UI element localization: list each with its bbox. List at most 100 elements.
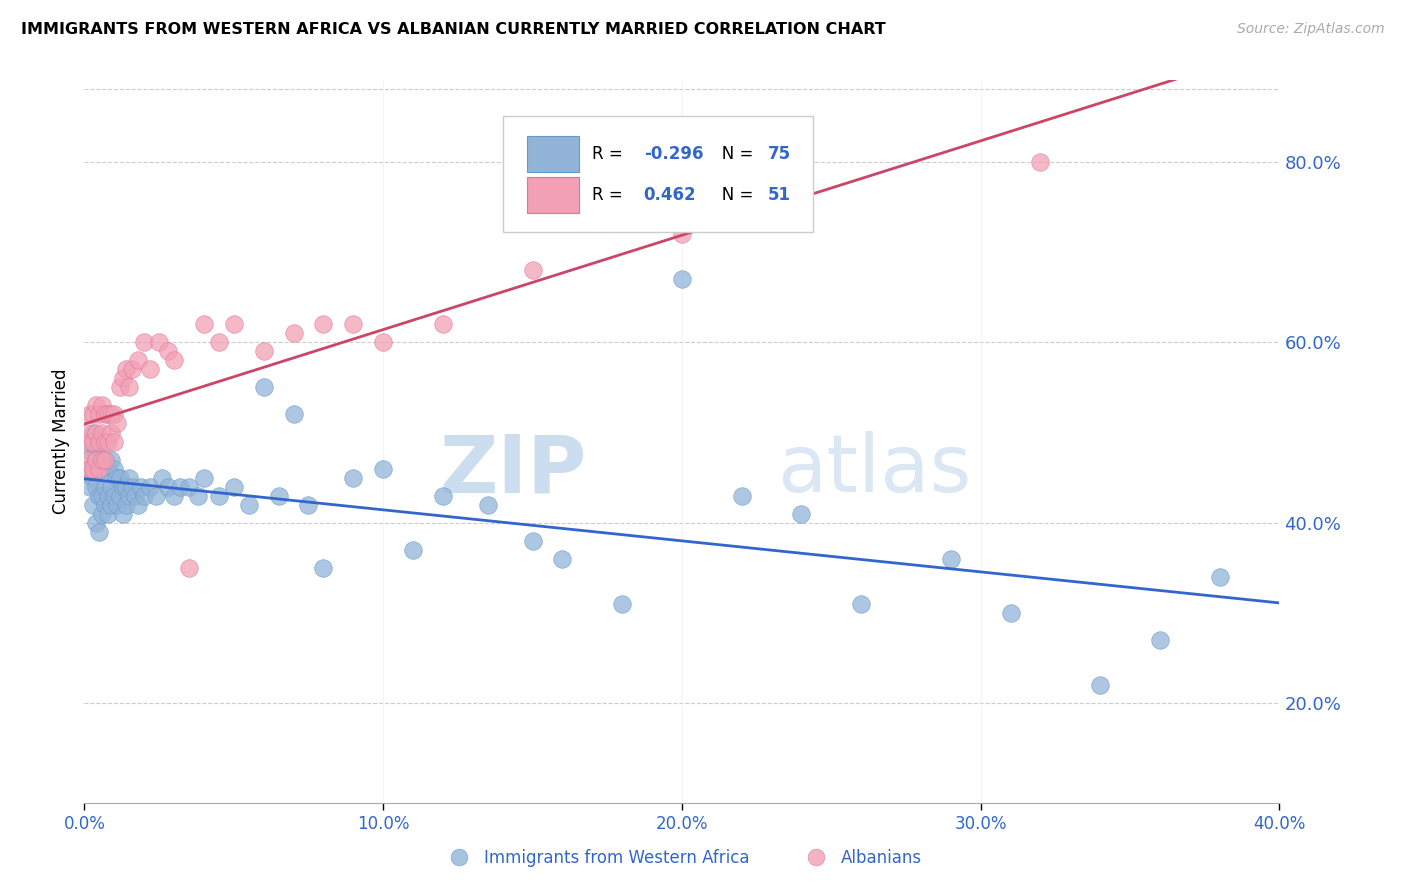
Point xyxy=(86,443,108,458)
Text: IMMIGRANTS FROM WESTERN AFRICA VS ALBANIAN CURRENTLY MARRIED CORRELATION CHART: IMMIGRANTS FROM WESTERN AFRICA VS ALBANI… xyxy=(21,22,886,37)
Text: N =: N = xyxy=(706,145,758,163)
Point xyxy=(522,263,544,277)
Text: 51: 51 xyxy=(768,186,792,204)
Point xyxy=(103,408,125,422)
Point xyxy=(312,561,335,575)
FancyBboxPatch shape xyxy=(503,116,814,232)
Point xyxy=(1090,678,1112,692)
Point xyxy=(94,434,117,449)
Point xyxy=(94,452,117,467)
Point xyxy=(132,489,156,503)
Point xyxy=(97,434,120,449)
Point xyxy=(79,480,101,494)
Text: atlas: atlas xyxy=(778,432,972,509)
Point xyxy=(222,317,245,331)
Point xyxy=(373,335,395,350)
Point xyxy=(103,434,125,449)
Point xyxy=(118,489,141,503)
Point xyxy=(100,408,122,422)
Y-axis label: Currently Married: Currently Married xyxy=(52,368,70,515)
Point xyxy=(118,470,141,484)
Point xyxy=(342,470,364,484)
Point xyxy=(112,371,135,385)
Point xyxy=(157,480,180,494)
Point xyxy=(187,489,209,503)
Point xyxy=(91,398,114,412)
Point xyxy=(148,335,170,350)
Point xyxy=(105,417,128,431)
Point xyxy=(1209,570,1232,584)
Point xyxy=(100,498,122,512)
Point xyxy=(139,362,162,376)
Point xyxy=(115,498,138,512)
Point xyxy=(671,272,693,286)
Point xyxy=(671,227,693,241)
Point xyxy=(91,461,114,475)
Point xyxy=(121,362,143,376)
Point xyxy=(139,480,162,494)
Point xyxy=(97,489,120,503)
Point xyxy=(157,344,180,359)
Point xyxy=(86,516,108,530)
Point xyxy=(127,353,149,368)
Point xyxy=(91,425,114,440)
FancyBboxPatch shape xyxy=(527,136,579,172)
Point xyxy=(89,461,111,475)
Point xyxy=(163,353,186,368)
Text: ZIP: ZIP xyxy=(439,432,586,509)
Point xyxy=(94,408,117,422)
Point xyxy=(612,597,634,611)
Point xyxy=(402,542,425,557)
Point xyxy=(86,398,108,412)
Point xyxy=(82,461,104,475)
Point xyxy=(100,452,122,467)
Point xyxy=(127,498,149,512)
Point xyxy=(89,524,111,539)
Point xyxy=(851,597,873,611)
Text: N =: N = xyxy=(706,186,758,204)
Point xyxy=(177,480,200,494)
Point xyxy=(1029,154,1052,169)
Point xyxy=(132,335,156,350)
Point xyxy=(94,498,117,512)
Point xyxy=(208,335,231,350)
Point xyxy=(522,533,544,548)
Point xyxy=(193,470,215,484)
Point xyxy=(86,452,108,467)
Point xyxy=(112,507,135,521)
Point xyxy=(76,461,98,475)
Point xyxy=(82,425,104,440)
Point xyxy=(100,480,122,494)
Point xyxy=(283,326,305,341)
Point xyxy=(82,434,104,449)
Point xyxy=(342,317,364,331)
Point xyxy=(97,408,120,422)
Point xyxy=(105,498,128,512)
Point xyxy=(89,489,111,503)
Point xyxy=(193,317,215,331)
Point xyxy=(91,452,114,467)
Point xyxy=(103,461,125,475)
Point xyxy=(110,470,132,484)
Point xyxy=(115,362,138,376)
Point xyxy=(267,489,290,503)
Point xyxy=(94,480,117,494)
Point xyxy=(177,561,200,575)
Legend: Immigrants from Western Africa, Albanians: Immigrants from Western Africa, Albanian… xyxy=(436,843,928,874)
Point xyxy=(82,408,104,422)
Point xyxy=(297,498,319,512)
Point xyxy=(124,489,146,503)
Point xyxy=(86,425,108,440)
Point xyxy=(1149,633,1171,648)
Point xyxy=(91,507,114,521)
Point xyxy=(238,498,260,512)
Point xyxy=(1000,606,1022,620)
Text: -0.296: -0.296 xyxy=(644,145,703,163)
Point xyxy=(89,408,111,422)
Point xyxy=(110,489,132,503)
Text: R =: R = xyxy=(592,186,634,204)
Point xyxy=(79,461,101,475)
Point xyxy=(97,507,120,521)
Point xyxy=(79,408,101,422)
Point xyxy=(129,480,152,494)
